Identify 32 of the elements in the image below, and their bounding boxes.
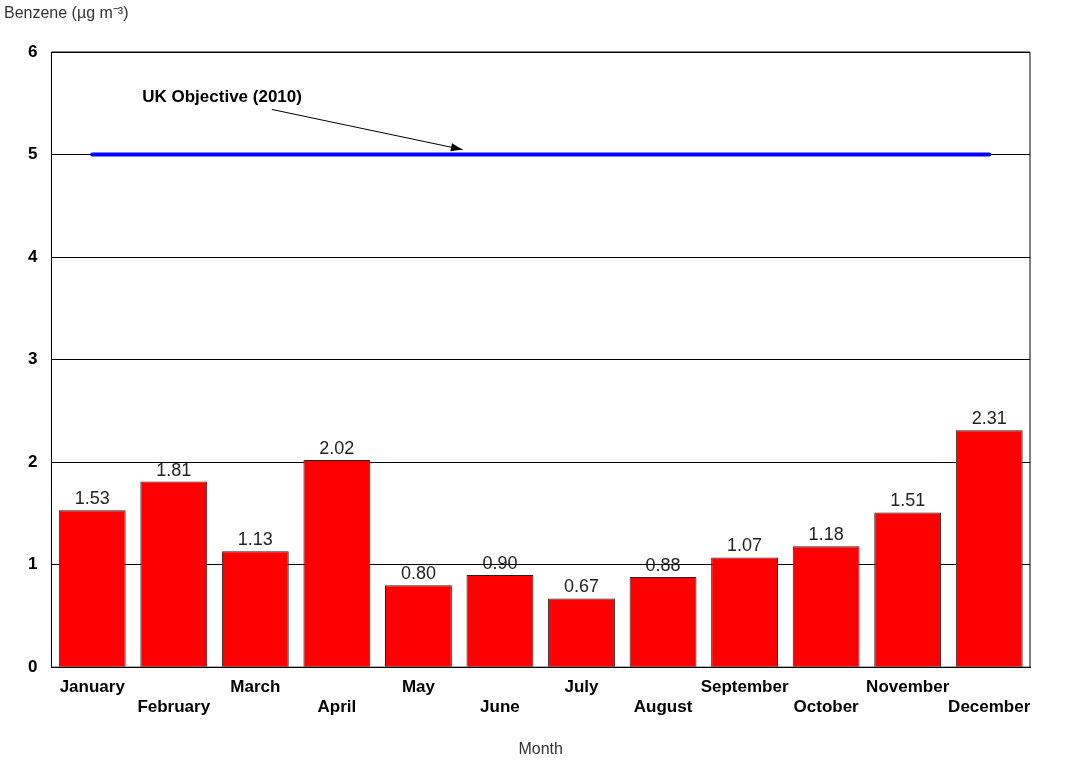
x-axis-title: Month <box>518 740 563 758</box>
x-tick-label: May <box>401 677 436 697</box>
x-tick-label: December <box>948 697 1031 717</box>
data-label: 1.51 <box>890 490 926 511</box>
x-tick-label: February <box>137 697 211 717</box>
x-tick-label: November <box>866 677 950 697</box>
y-tick-label: 6 <box>27 41 38 61</box>
data-label: 1.18 <box>808 524 844 545</box>
y-tick-label: 1 <box>27 554 38 574</box>
x-tick-label: July <box>564 677 600 697</box>
y-axis-title: Benzene (µg m⁻³) <box>4 4 129 22</box>
y-tick-label: 3 <box>27 349 38 369</box>
data-label: 0.67 <box>563 576 600 597</box>
data-label: 0.80 <box>400 563 436 584</box>
data-label: 1.07 <box>727 535 763 556</box>
y-tick-label: 2 <box>27 451 38 471</box>
data-label: 2.31 <box>971 408 1007 429</box>
y-tick-label: 4 <box>27 246 38 266</box>
y-tick-label: 5 <box>27 144 38 164</box>
data-label: 2.02 <box>319 438 355 459</box>
y-tick-label: 0 <box>27 656 38 676</box>
data-label: 1.13 <box>237 529 273 550</box>
data-label: 1.53 <box>74 488 110 509</box>
x-tick-label: June <box>480 697 520 717</box>
x-tick-label: April <box>317 697 357 717</box>
ref-line-label: UK Objective (2010) <box>142 86 302 106</box>
x-tick-label: October <box>793 697 860 717</box>
data-label: 1.81 <box>156 459 192 480</box>
x-tick-label: March <box>230 677 281 697</box>
x-tick-label: September <box>700 677 789 697</box>
x-tick-label: August <box>633 697 693 717</box>
x-tick-label: January <box>59 677 126 697</box>
